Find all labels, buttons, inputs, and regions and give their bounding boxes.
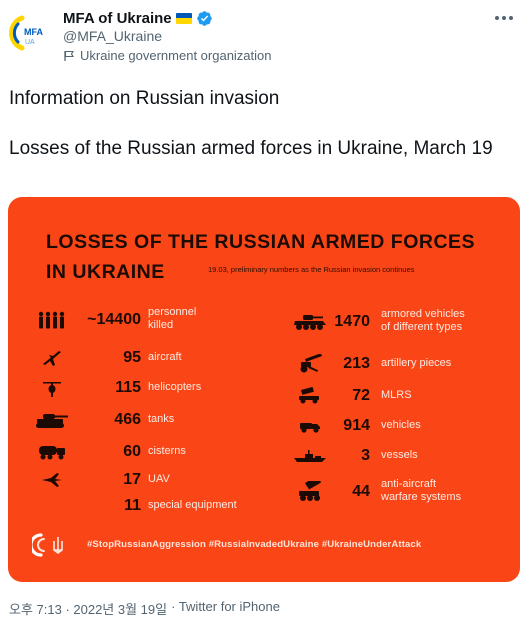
svg-text:UA: UA [25, 39, 35, 46]
vessel-icon [291, 445, 329, 467]
stat-label: vehicles [381, 419, 421, 431]
avatar[interactable]: MFA UA [8, 10, 54, 56]
stat-value: 95 [123, 349, 141, 366]
tweet-text-line: Losses of the Russian armed forces in Uk… [9, 138, 493, 159]
tweet-media-image[interactable]: LOSSES OF THE RUSSIAN ARMED FORCES IN UK… [8, 197, 520, 582]
stat-row-right: 72 MLRS [8, 385, 520, 409]
user-handle[interactable]: @MFA_Ukraine [63, 28, 163, 44]
stat-label: armored vehicles of different types [381, 308, 465, 333]
stat-label: vessels [381, 449, 418, 461]
infographic-hashtags: #StopRussianAggression #RussiaInvadedUkr… [87, 539, 422, 550]
stat-value: 914 [343, 417, 370, 434]
stat-label: anti-aircraft warfare systems [381, 478, 462, 503]
helicopter-icon [34, 377, 70, 399]
vehicle-icon [291, 415, 329, 437]
stat-value: 466 [114, 411, 141, 428]
stat-row-left: 115 helicopters [8, 377, 520, 401]
name-row: MFA of Ukraine [63, 8, 213, 28]
stat-row-left: 17 UAV [8, 469, 520, 493]
infographic-title: LOSSES OF THE RUSSIAN ARMED FORCES IN UK… [46, 227, 475, 287]
artillery-icon [291, 353, 329, 375]
aircraft-icon [34, 347, 70, 369]
stat-label: aircraft [148, 351, 182, 363]
stat-row-left: 466 tanks [8, 409, 520, 433]
stat-row-right: 3 vessels [8, 445, 520, 469]
stat-row-right: 213 artillery pieces [8, 353, 520, 377]
soldiers-icon [34, 309, 70, 331]
tweet-text: Information on Russian invasion Losses o… [9, 86, 519, 186]
stat-label: cisterns [148, 445, 186, 457]
verified-badge-icon [196, 10, 212, 26]
stat-value: 213 [343, 355, 370, 372]
stat-value: 17 [123, 471, 141, 488]
timestamp-row: 오후 7:13 · 2022년 3월 19일 · Twitter for iPh… [9, 599, 280, 618]
stat-value: 3 [361, 447, 370, 464]
stat-row-left: 60 cisterns [8, 441, 520, 465]
stat-label: helicopters [148, 381, 202, 393]
stat-row-left: 11 special equipment [8, 495, 520, 519]
stat-label: personnel killed [148, 306, 197, 331]
stat-label: UAV [148, 473, 170, 485]
mlrs-icon [291, 385, 329, 407]
org-label: Ukraine government organization [80, 48, 272, 63]
anti-aircraft-icon [291, 481, 329, 503]
display-name[interactable]: MFA of Ukraine [63, 9, 172, 27]
stat-row-right: 1470 armored vehicles of different types [8, 308, 520, 335]
tweet-source: · Twitter for iPhone [171, 599, 280, 614]
svg-text:MFA: MFA [24, 27, 43, 37]
stat-label: special equipment [148, 499, 237, 511]
stat-row-right: 44 anti-aircraft warfare systems [8, 478, 520, 505]
stat-row-right: 914 vehicles [8, 415, 520, 439]
stat-row-left: ~14400 personnel killed [8, 306, 520, 333]
tweet-timestamp[interactable]: 오후 7:13 · 2022년 3월 19일 [9, 602, 168, 617]
stat-value: 60 [123, 443, 141, 460]
armored-vehicle-icon [291, 311, 329, 333]
infographic-title-line2: IN UKRAINE [46, 261, 165, 283]
infographic-title-line1: LOSSES OF THE RUSSIAN ARMED FORCES [46, 231, 476, 253]
stat-label: artillery pieces [381, 357, 452, 369]
flag-icon [64, 50, 74, 61]
mfa-footer-logo-icon [32, 533, 63, 557]
stat-label: MLRS [381, 389, 412, 401]
org-label-row: Ukraine government organization [63, 48, 272, 63]
stat-row-left: 95 aircraft [8, 347, 520, 371]
stat-value: ~14400 [87, 311, 141, 328]
tweet-text-line: Information on Russian invasion [9, 88, 280, 109]
tweet-header: MFA UA MFA of Ukraine @MFA_Ukraine Ukrai… [0, 0, 530, 70]
stat-value: 11 [124, 497, 141, 514]
uav-icon [34, 469, 70, 491]
tank-icon [34, 409, 70, 431]
infographic-subtitle: 19.03, preliminary numbers as the Russia… [208, 265, 415, 274]
stat-value: 115 [115, 379, 141, 396]
stat-value: 1470 [334, 313, 370, 330]
stat-value: 44 [352, 483, 370, 500]
mfa-logo-icon: MFA UA [9, 11, 53, 55]
cistern-icon [34, 441, 70, 463]
stat-value: 72 [352, 387, 370, 404]
more-button[interactable] [492, 6, 516, 30]
ukraine-flag-icon [175, 12, 192, 24]
more-icon [495, 16, 513, 20]
stat-label: tanks [148, 413, 175, 425]
